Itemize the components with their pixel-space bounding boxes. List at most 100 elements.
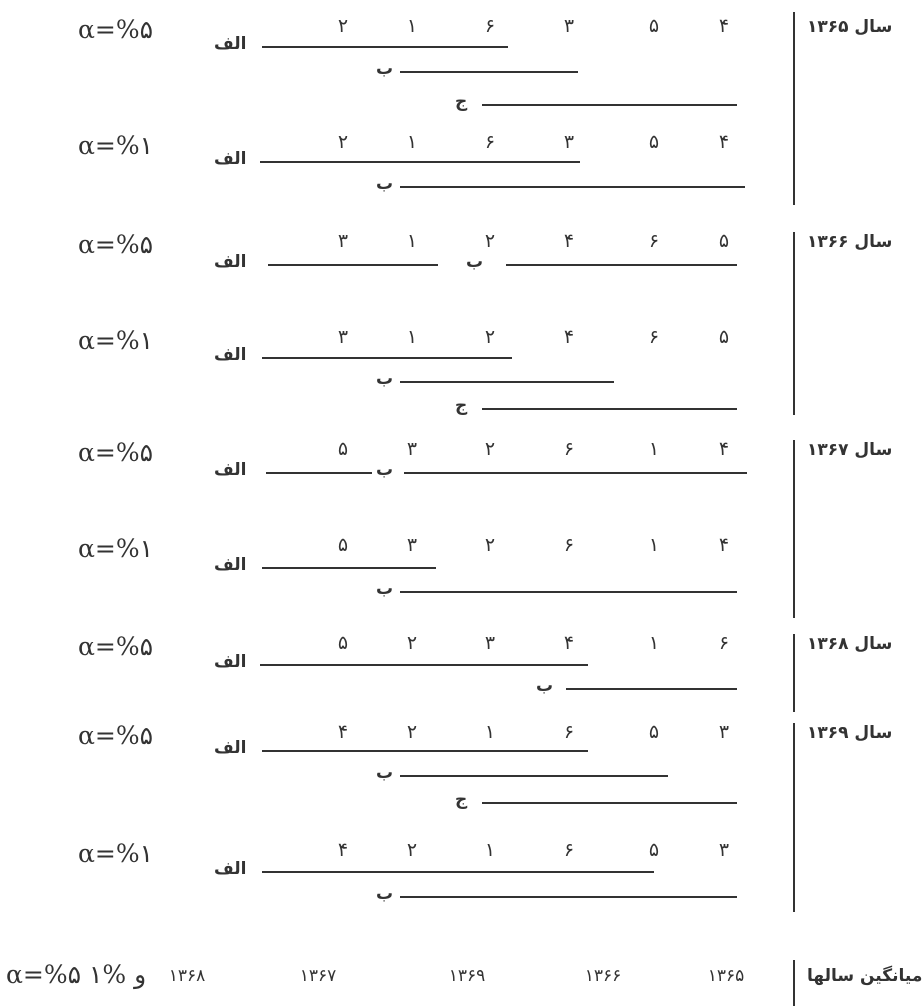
group-label-b: ب: [376, 59, 394, 79]
group-line: [262, 357, 512, 359]
rank-number: ۳: [337, 230, 349, 252]
group-label-a: الف: [214, 460, 247, 480]
rank-number: ۲: [406, 721, 418, 743]
group-label-a: الف: [214, 738, 247, 758]
group-label-c: ج: [455, 396, 468, 416]
rank-number: ۴: [718, 15, 730, 37]
rank-number: ۲: [484, 438, 496, 460]
rank-number: ۶: [563, 721, 575, 743]
alpha-label: α=%۵: [78, 632, 154, 661]
rank-number: ۶: [484, 15, 496, 37]
rank-number: ۲: [484, 230, 496, 252]
rank-number: ۳: [718, 839, 730, 861]
group-line: [266, 472, 372, 474]
rank-number: ۱: [648, 438, 660, 460]
rank-number: ۱: [406, 326, 418, 348]
year-label: سال ۱۳۶۷: [807, 440, 893, 460]
alpha-label: α=%۱: [78, 326, 154, 355]
group-line: [268, 264, 438, 266]
group-label-c: ج: [455, 790, 468, 810]
footer-year: ۱۳۶۹: [448, 966, 486, 986]
group-label-b: ب: [376, 579, 394, 599]
group-line: [262, 871, 654, 873]
footer-year: ۱۳۶۸: [168, 966, 206, 986]
rank-number: ۴: [563, 230, 575, 252]
group-line: [262, 750, 588, 752]
separator-line: [793, 960, 795, 1006]
rank-number: ۲: [406, 632, 418, 654]
group-label-b: ب: [376, 174, 394, 194]
rank-number: ۴: [718, 131, 730, 153]
alpha-label: α=%۵: [78, 438, 154, 467]
rank-number: ۲: [406, 839, 418, 861]
rank-number: ۱: [648, 632, 660, 654]
rank-number: ۶: [563, 839, 575, 861]
group-line: [260, 664, 588, 666]
rank-number: ۵: [337, 534, 349, 556]
alpha-label: α=%۵: [78, 15, 154, 44]
alpha-label: α=%۵: [78, 230, 154, 259]
group-label-b: ب: [536, 676, 554, 696]
footer-alpha: α=%۵ و %۱: [6, 960, 147, 989]
footer-year: ۱۳۶۶: [584, 966, 622, 986]
rank-number: ۵: [718, 326, 730, 348]
rank-number: ۱: [484, 839, 496, 861]
footer-label: میانگین سالها: [807, 966, 922, 986]
rank-number: ۱: [648, 534, 660, 556]
separator-line: [793, 12, 795, 205]
footer-year: ۱۳۶۵: [707, 966, 745, 986]
rank-number: ۳: [484, 632, 496, 654]
rank-number: ۱: [406, 15, 418, 37]
group-line: [262, 567, 436, 569]
rank-number: ۵: [648, 721, 660, 743]
group-label-b: ب: [376, 884, 394, 904]
group-label-b: ب: [376, 460, 394, 480]
group-line: [260, 161, 580, 163]
rank-number: ۵: [718, 230, 730, 252]
rank-number: ۱: [406, 230, 418, 252]
group-label-a: الف: [214, 859, 247, 879]
rank-number: ۴: [337, 839, 349, 861]
group-label-b: ب: [466, 252, 484, 272]
group-label-c: ج: [455, 92, 468, 112]
rank-number: ۲: [337, 131, 349, 153]
group-line: [400, 186, 745, 188]
rank-number: ۵: [337, 632, 349, 654]
group-label-a: الف: [214, 149, 247, 169]
rank-number: ۲: [337, 15, 349, 37]
year-label: سال ۱۳۶۶: [807, 232, 893, 252]
year-label: سال ۱۳۶۹: [807, 723, 893, 743]
group-label-a: الف: [214, 652, 247, 672]
group-line: [400, 381, 614, 383]
rank-number: ۵: [648, 15, 660, 37]
alpha-label: α=%۱: [78, 534, 154, 563]
group-line: [404, 472, 747, 474]
group-line: [482, 408, 737, 410]
rank-number: ۴: [563, 326, 575, 348]
rank-number: ۶: [484, 131, 496, 153]
rank-number: ۱: [406, 131, 418, 153]
group-line: [262, 46, 508, 48]
rank-number: ۲: [484, 326, 496, 348]
rank-number: ۶: [648, 230, 660, 252]
group-line: [400, 896, 737, 898]
group-line: [482, 104, 737, 106]
separator-line: [793, 232, 795, 415]
rank-number: ۴: [718, 438, 730, 460]
year-label: سال ۱۳۶۵: [807, 17, 893, 37]
rank-number: ۳: [406, 534, 418, 556]
rank-number: ۳: [563, 15, 575, 37]
year-label: سال ۱۳۶۸: [807, 634, 893, 654]
rank-number: ۲: [484, 534, 496, 556]
group-line: [566, 688, 737, 690]
alpha-label: α=%۱: [78, 131, 154, 160]
rank-number: ۳: [563, 131, 575, 153]
rank-number: ۳: [337, 326, 349, 348]
rank-number: ۱: [484, 721, 496, 743]
group-line: [482, 802, 737, 804]
footer-year: ۱۳۶۷: [299, 966, 337, 986]
alpha-label: α=%۱: [78, 839, 154, 868]
rank-number: ۵: [337, 438, 349, 460]
group-line: [400, 71, 578, 73]
